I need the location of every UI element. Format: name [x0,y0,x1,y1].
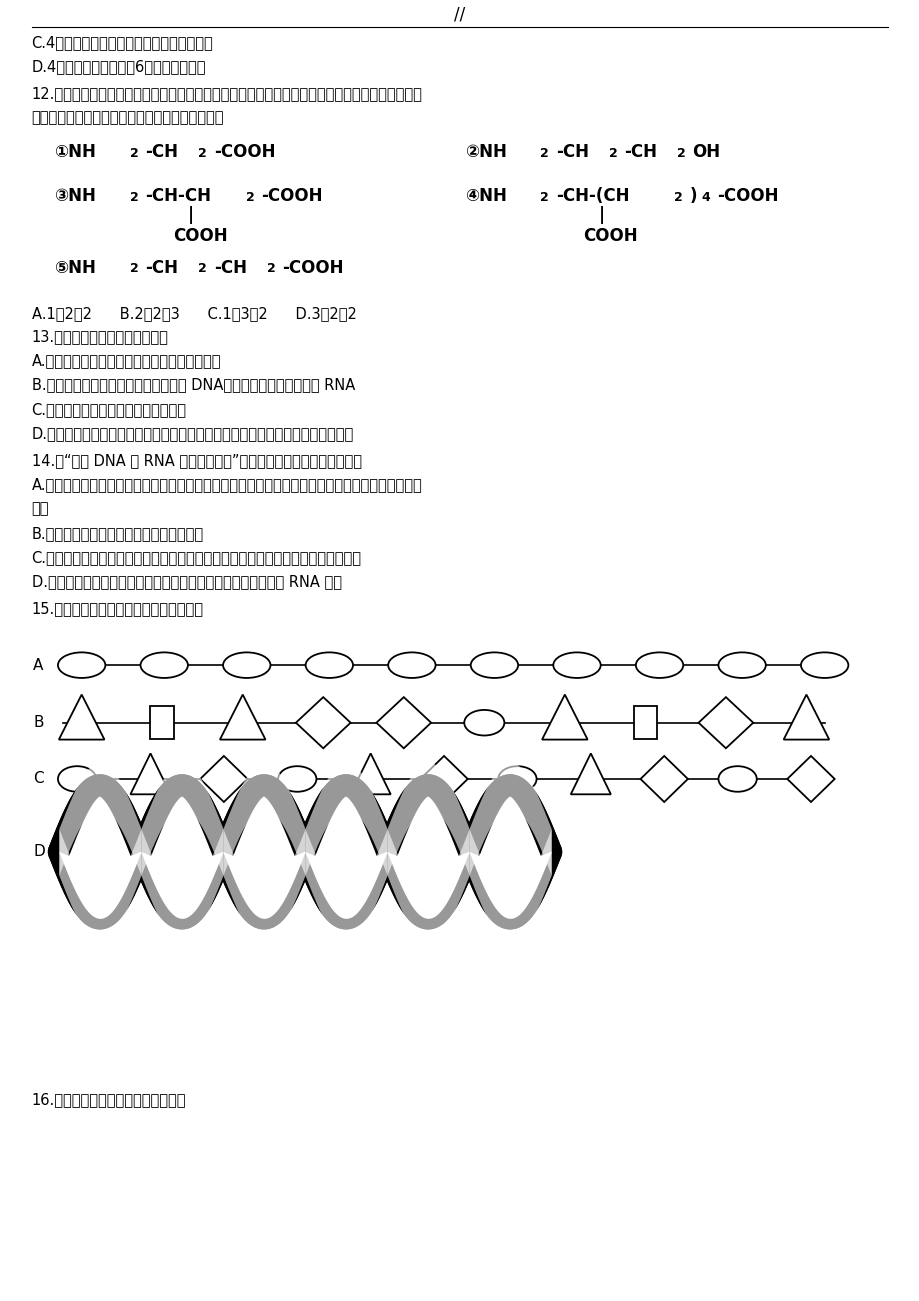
Text: |: | [188,206,194,224]
Text: D.用高倍显微镜可以比较清楚地看到呈绿色的染色体和呈红色的 RNA 分子: D.用高倍显微镜可以比较清楚地看到呈绿色的染色体和呈红色的 RNA 分子 [31,574,341,589]
Ellipse shape [58,652,106,678]
Text: 2: 2 [130,263,139,276]
Text: 2: 2 [130,191,139,204]
Ellipse shape [635,652,683,678]
Text: ③NH: ③NH [54,187,96,206]
Polygon shape [376,697,431,748]
Text: 2: 2 [199,263,207,276]
Text: -COOH: -COOH [282,259,344,277]
Text: ①NH: ①NH [54,143,96,161]
Polygon shape [59,695,105,739]
Text: 2: 2 [608,147,617,160]
Text: 2: 2 [267,263,275,276]
Polygon shape [640,756,687,801]
Text: -CH: -CH [145,143,178,161]
Ellipse shape [498,766,536,792]
Text: -CH: -CH [145,259,178,277]
Text: -CH-CH: -CH-CH [145,187,211,206]
Text: B.真核生物中，细胞核中的遗传物质是 DNA，细胞质中的遗传物质是 RNA: B.真核生物中，细胞核中的遗传物质是 DNA，细胞质中的遗传物质是 RNA [31,377,355,393]
Text: 质，则其中含有的氨基、罧基和肽键的数目依次是: 质，则其中含有的氨基、罧基和肽键的数目依次是 [31,111,223,125]
Ellipse shape [141,652,187,678]
Text: D: D [33,844,45,860]
Text: C.病毒由于没有细胞核，所以没有核酸: C.病毒由于没有细胞核，所以没有核酸 [31,402,187,416]
Text: A.核酸是生物体内具有遗传功能的大分子化合物: A.核酸是生物体内具有遗传功能的大分子化合物 [31,353,221,368]
Ellipse shape [552,652,600,678]
Text: -CH: -CH [555,143,588,161]
Ellipse shape [278,766,316,792]
Text: OH: OH [692,143,720,161]
FancyBboxPatch shape [150,706,174,739]
Text: 2: 2 [539,191,549,204]
Text: ④NH: ④NH [464,187,505,206]
Polygon shape [783,695,828,739]
Text: ): ) [689,187,697,206]
Text: -COOH: -COOH [213,143,275,161]
Text: -COOH: -COOH [716,187,777,206]
Text: 影响: 影响 [31,501,49,516]
Ellipse shape [58,766,96,792]
Polygon shape [130,753,170,795]
Text: 14.在“观察 DNA 和 RNA 在细胞中分布”的实验中，下列说法不正确的是: 14.在“观察 DNA 和 RNA 在细胞中分布”的实验中，下列说法不正确的是 [31,453,361,468]
Text: A: A [33,658,44,673]
Text: 2: 2 [539,147,549,160]
Text: 2: 2 [245,191,255,204]
Ellipse shape [388,652,435,678]
Polygon shape [200,756,247,801]
Text: COOH: COOH [583,226,637,245]
Text: -CH: -CH [213,259,246,277]
Text: ⑤NH: ⑤NH [54,259,96,277]
Polygon shape [541,695,587,739]
Ellipse shape [222,652,270,678]
Text: A.如果选用植物细胞，尽量选择浅色或无色的植物细胞，避免细胞本身的颜色对实验结果的观察产生: A.如果选用植物细胞，尽量选择浅色或无色的植物细胞，避免细胞本身的颜色对实验结果… [31,477,422,492]
Ellipse shape [471,652,517,678]
Text: C.酒精灯烘干载玻片，可迅速杀死细胞，目的是防止细胞死亡时溶酶体对核酸的破坏: C.酒精灯烘干载玻片，可迅速杀死细胞，目的是防止细胞死亡时溶酶体对核酸的破坏 [31,550,361,565]
Text: 15.下图不能表示蛋白质的结构组成方式是: 15.下图不能表示蛋白质的结构组成方式是 [31,601,203,617]
Polygon shape [296,697,350,748]
Text: -CH: -CH [623,143,656,161]
Text: 13.下列关于核酸的叙述正确的是: 13.下列关于核酸的叙述正确的是 [31,329,168,343]
Text: 16.如图所示，符合这种类别关系的是: 16.如图所示，符合这种类别关系的是 [31,1093,186,1107]
Text: B: B [33,716,44,730]
Text: 4: 4 [701,191,709,204]
Polygon shape [350,753,391,795]
Ellipse shape [718,766,756,792]
Text: B.利用甲基绿、吠罗红混合染液对细胞染色: B.利用甲基绿、吠罗红混合染液对细胞染色 [31,526,203,541]
Text: A.1、2、2      B.2、2、3      C.1、3、2      D.3、2、2: A.1、2、2 B.2、2、3 C.1、3、2 D.3、2、2 [31,306,356,321]
Text: ②NH: ②NH [464,143,505,161]
Text: 2: 2 [130,147,139,160]
Text: 2: 2 [676,147,685,160]
Text: C.4号试管内呈砖红色，其余试管内都呈蓝色: C.4号试管内呈砖红色，其余试管内都呈蓝色 [31,35,213,49]
Text: 2: 2 [199,147,207,160]
Text: COOH: COOH [173,226,227,245]
Polygon shape [570,753,610,795]
Text: //: // [454,5,465,23]
Text: C: C [33,771,44,787]
Polygon shape [698,697,753,748]
Text: 12.下列物质，有的属于构成蛋白质的氨基酸，有的不是。若将其中构成蛋白质的氨基酸缩合成蛋白: 12.下列物质，有的属于构成蛋白质的氨基酸，有的不是。若将其中构成蛋白质的氨基酸… [31,86,422,101]
Ellipse shape [305,652,353,678]
Polygon shape [220,695,266,739]
Text: D.4号试管内呈砖红色，6号试管内呈紫色: D.4号试管内呈砖红色，6号试管内呈紫色 [31,59,206,74]
Text: -COOH: -COOH [261,187,323,206]
FancyBboxPatch shape [633,706,656,739]
Polygon shape [420,756,467,801]
Ellipse shape [718,652,765,678]
Text: D.用甲基绿、吠罗红混合染液对人口腔上皮细胞染色，可观察到细胞核区域呈红色: D.用甲基绿、吠罗红混合染液对人口腔上皮细胞染色，可观察到细胞核区域呈红色 [31,425,354,441]
Text: -CH-(CH: -CH-(CH [555,187,629,206]
Text: 2: 2 [674,191,682,204]
Ellipse shape [800,652,847,678]
Polygon shape [787,756,834,801]
Ellipse shape [464,710,504,735]
Text: |: | [598,206,604,224]
